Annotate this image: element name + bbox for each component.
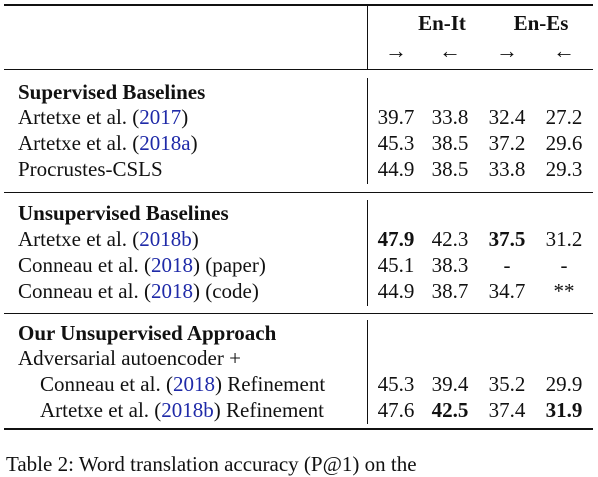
table-cell: 29.6: [545, 131, 583, 155]
table-cell: -: [560, 253, 568, 277]
table-cell: 37.2: [488, 131, 526, 155]
citation-year: 2017: [139, 105, 182, 129]
table-cell: 32.4: [488, 105, 526, 129]
table-cell: 29.3: [545, 157, 583, 181]
table-cell: 45.3: [377, 131, 415, 155]
header-direction-arrow: →: [496, 38, 518, 63]
table-cell: 33.8: [431, 105, 469, 129]
citation-year: 2018: [150, 253, 193, 277]
table-cell: 39.7: [377, 105, 415, 129]
column-divider: [367, 200, 368, 306]
row-label: Conneau et al. (2018) Refinement: [40, 371, 325, 397]
column-divider: [367, 6, 368, 69]
row-label-text: ): [191, 227, 199, 251]
table-cell: 38.7: [431, 279, 469, 303]
table-cell: 33.8: [488, 157, 526, 181]
row-label: Conneau et al. (2018) (paper): [18, 252, 266, 278]
table-cell: 44.9: [377, 279, 415, 303]
section-subtitle: Adversarial autoencoder +: [18, 346, 241, 370]
row-label-text: Artetxe et al. (: [40, 398, 162, 422]
table-cell: 45.3: [377, 372, 415, 396]
header-direction-arrow: ←: [439, 38, 461, 63]
header-rule: [4, 69, 593, 70]
table-cell: 37.5: [488, 227, 526, 251]
header-group-en-it: En-It: [418, 11, 466, 35]
row-label-text: Artetxe et al. (: [18, 227, 140, 251]
row-label: Conneau et al. (2018) (code): [18, 278, 259, 304]
table-cell: 42.5: [431, 398, 469, 422]
citation-year: 2018b: [161, 398, 214, 422]
row-label-text: Procrustes-CSLS: [18, 157, 163, 181]
section-rule-1: [4, 192, 593, 193]
table-cell: 39.4: [431, 372, 469, 396]
table-cell: 27.2: [545, 105, 583, 129]
row-label-text: ) (code): [192, 279, 259, 303]
row-label: Procrustes-CSLS: [18, 156, 163, 182]
header-direction-arrow: ←: [553, 38, 575, 63]
row-label: Artetxe et al. (2017): [18, 104, 188, 130]
table-cell: **: [553, 279, 575, 303]
row-label-text: ) Refinement: [213, 398, 324, 422]
bottom-rule: [4, 428, 593, 430]
row-label-text: Artetxe et al. (: [18, 105, 140, 129]
row-label: Artetxe et al. (2018b) Refinement: [40, 397, 324, 423]
header-direction-arrow: →: [385, 38, 407, 63]
section-title: Unsupervised Baselines: [18, 201, 229, 225]
table-caption: Table 2: Word translation accuracy (P@1)…: [6, 452, 417, 476]
table-cell: 45.1: [377, 253, 415, 277]
row-label-text: ) Refinement: [214, 372, 326, 396]
citation-year: 2018a: [139, 131, 191, 155]
table-cell: 35.2: [488, 372, 526, 396]
section-rule-2: [4, 313, 593, 314]
row-label-text: ): [190, 131, 198, 155]
table-cell: 44.9: [377, 157, 415, 181]
section-title: Our Unsupervised Approach: [18, 321, 277, 345]
citation-year: 2018b: [139, 227, 192, 251]
table-cell: 38.3: [431, 253, 469, 277]
top-rule: [4, 4, 593, 6]
row-label-text: Conneau et al. (: [40, 372, 173, 396]
row-label: Artetxe et al. (2018a): [18, 130, 198, 156]
citation-year: 2018: [150, 279, 193, 303]
table-cell: 47.6: [377, 398, 415, 422]
header-group-en-es: En-Es: [513, 11, 569, 35]
column-divider: [367, 320, 368, 424]
row-label: Artetxe et al. (2018b): [18, 226, 199, 252]
column-divider: [367, 78, 368, 184]
table-cell: 31.9: [545, 398, 583, 422]
table-cell: 38.5: [431, 131, 469, 155]
row-label-text: ) (paper): [192, 253, 266, 277]
table-cell: 29.9: [545, 372, 583, 396]
table-cell: 42.3: [431, 227, 469, 251]
row-label-text: Conneau et al. (: [18, 253, 151, 277]
table-cell: 31.2: [545, 227, 583, 251]
table-cell: 34.7: [488, 279, 526, 303]
row-label-text: ): [181, 105, 189, 129]
table-cell: 47.9: [377, 227, 415, 251]
table-cell: 38.5: [431, 157, 469, 181]
citation-year: 2018: [172, 372, 215, 396]
table-cell: -: [503, 253, 511, 277]
table-cell: 37.4: [488, 398, 526, 422]
section-title: Supervised Baselines: [18, 80, 206, 104]
row-label-text: Artetxe et al. (: [18, 131, 140, 155]
row-label-text: Conneau et al. (: [18, 279, 151, 303]
